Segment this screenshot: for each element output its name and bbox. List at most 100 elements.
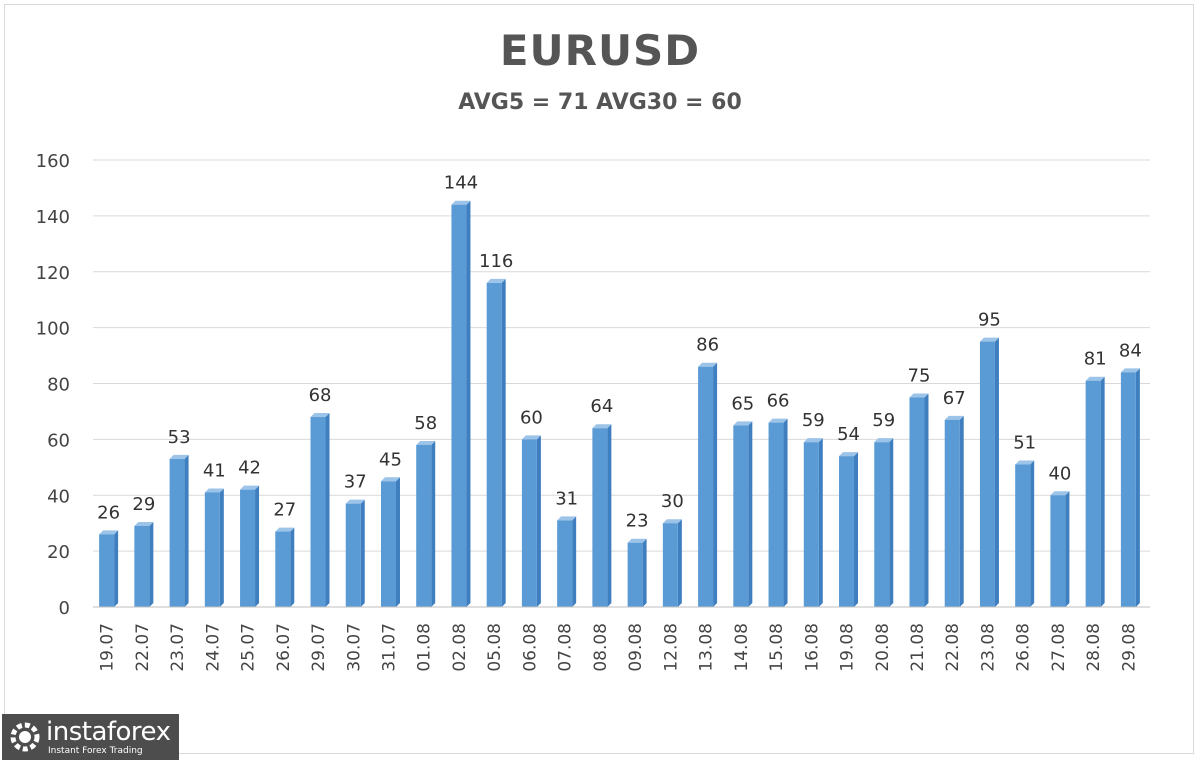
y-tick-label: 120 bbox=[36, 263, 70, 284]
bar-top bbox=[979, 337, 999, 342]
bar-top bbox=[627, 538, 647, 543]
data-label: 59 bbox=[802, 410, 825, 431]
bar bbox=[874, 442, 890, 607]
x-tick-label: 05.08 bbox=[485, 623, 505, 672]
bar-side bbox=[959, 415, 964, 607]
bar-top bbox=[592, 424, 612, 429]
bar-top bbox=[345, 499, 365, 504]
x-tick-label: 26.08 bbox=[1014, 623, 1034, 672]
data-label: 54 bbox=[837, 424, 860, 445]
bar-top bbox=[557, 516, 577, 521]
bar bbox=[204, 492, 220, 607]
bar-side bbox=[994, 337, 999, 607]
bar bbox=[345, 503, 361, 607]
bar-side bbox=[713, 362, 718, 607]
data-label: 41 bbox=[203, 460, 226, 481]
bar-side bbox=[924, 393, 929, 607]
bar-side bbox=[1030, 460, 1035, 607]
x-tick-label: 14.08 bbox=[732, 623, 752, 672]
logo-brand: instaforex bbox=[46, 717, 171, 747]
bar-side bbox=[466, 200, 471, 607]
bar bbox=[803, 442, 819, 607]
bar bbox=[451, 204, 467, 607]
bar-top bbox=[944, 415, 964, 420]
data-label: 29 bbox=[132, 494, 155, 515]
bar-side bbox=[1135, 368, 1140, 607]
data-label: 65 bbox=[731, 393, 754, 414]
bar-top bbox=[662, 519, 682, 524]
bar bbox=[592, 428, 608, 607]
bar-top bbox=[416, 440, 436, 445]
data-label: 66 bbox=[767, 391, 790, 412]
y-tick-label: 140 bbox=[36, 207, 70, 228]
gear-logo-icon bbox=[10, 722, 40, 752]
instaforex-logo: instaforex Instant Forex Trading bbox=[2, 714, 179, 760]
y-tick-label: 40 bbox=[47, 486, 70, 507]
bar bbox=[1015, 464, 1031, 607]
bar-side bbox=[219, 488, 224, 607]
x-tick-label: 19.08 bbox=[838, 623, 858, 672]
bar-side bbox=[149, 521, 154, 607]
bar-side bbox=[395, 477, 400, 607]
bar-top bbox=[803, 438, 823, 443]
data-label: 27 bbox=[273, 500, 296, 521]
bar bbox=[768, 422, 784, 607]
bar-top bbox=[486, 278, 506, 283]
x-tick-label: 20.08 bbox=[873, 623, 893, 672]
data-label: 67 bbox=[943, 388, 966, 409]
bar-top bbox=[768, 418, 788, 423]
bar bbox=[240, 489, 256, 607]
bar bbox=[99, 534, 115, 607]
x-tick-label: 22.08 bbox=[943, 623, 963, 672]
data-label: 81 bbox=[1084, 349, 1107, 370]
bar bbox=[134, 525, 150, 607]
x-tick-label: 27.08 bbox=[1049, 623, 1069, 672]
x-tick-label: 15.08 bbox=[767, 623, 787, 672]
bar-side bbox=[748, 421, 753, 607]
x-tick-label: 01.08 bbox=[415, 623, 435, 672]
data-label: 42 bbox=[238, 458, 261, 479]
x-tick-label: 26.07 bbox=[274, 623, 294, 672]
bar-side bbox=[114, 530, 119, 607]
bar bbox=[1050, 495, 1066, 607]
data-label: 60 bbox=[520, 407, 543, 428]
chart-title: EURUSD bbox=[499, 26, 701, 75]
bar bbox=[1085, 380, 1101, 607]
x-tick-label: 22.07 bbox=[133, 623, 153, 672]
bar-top bbox=[1120, 368, 1140, 373]
bar-side bbox=[1065, 491, 1070, 607]
x-tick-label: 21.08 bbox=[908, 623, 928, 672]
data-label: 45 bbox=[379, 449, 402, 470]
bar-top bbox=[169, 454, 189, 459]
data-label: 23 bbox=[626, 511, 649, 532]
bar bbox=[486, 282, 502, 607]
x-tick-label: 09.08 bbox=[626, 623, 646, 672]
data-label: 144 bbox=[444, 173, 478, 194]
bar-top bbox=[1015, 460, 1035, 465]
bar-side bbox=[184, 454, 189, 607]
y-tick-label: 80 bbox=[47, 375, 70, 396]
bar-side bbox=[536, 435, 541, 607]
y-tick-label: 100 bbox=[36, 319, 70, 340]
x-tick-label: 23.08 bbox=[978, 623, 998, 672]
bar-top bbox=[1050, 491, 1070, 496]
data-label: 116 bbox=[479, 251, 513, 272]
data-label: 58 bbox=[414, 413, 437, 434]
bar-side bbox=[889, 438, 894, 607]
bar-side bbox=[255, 485, 260, 607]
y-tick-label: 60 bbox=[47, 430, 70, 451]
data-label: 30 bbox=[661, 491, 684, 512]
bar bbox=[662, 523, 678, 607]
bar-side bbox=[360, 499, 365, 607]
bar bbox=[310, 417, 326, 607]
y-tick-label: 160 bbox=[36, 151, 70, 172]
bar bbox=[416, 444, 432, 607]
data-label: 53 bbox=[168, 427, 191, 448]
bar bbox=[698, 366, 714, 607]
data-label: 64 bbox=[590, 396, 613, 417]
data-label: 86 bbox=[696, 335, 719, 356]
bar-top bbox=[99, 530, 119, 535]
data-label: 75 bbox=[908, 365, 931, 386]
bar bbox=[380, 481, 396, 607]
bar-top bbox=[275, 527, 295, 532]
